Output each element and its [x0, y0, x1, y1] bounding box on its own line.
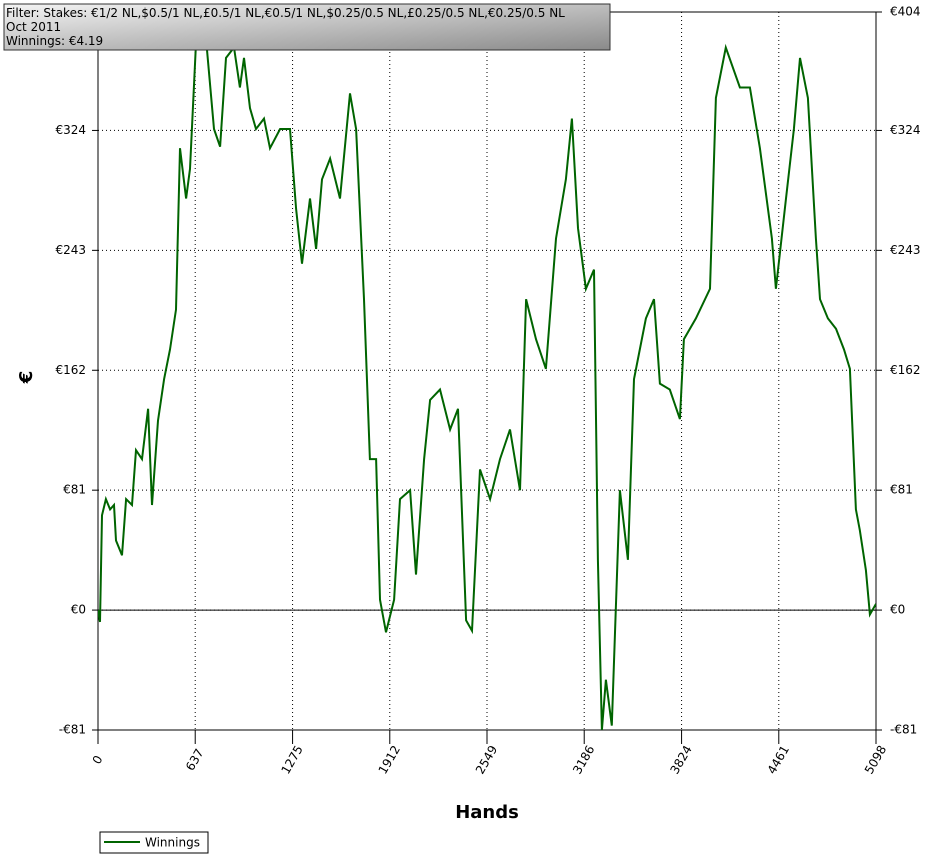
- info-line: Oct 2011: [6, 20, 61, 34]
- y-axis-label: €: [16, 371, 37, 385]
- y-tick-label: €162: [55, 363, 86, 377]
- x-tick-label: 3186: [570, 743, 597, 776]
- x-tick-label: 1275: [278, 743, 305, 776]
- y2-tick-label: €243: [890, 243, 921, 257]
- info-line: Filter: Stakes: €1/2 NL,$0.5/1 NL,£0.5/1…: [6, 6, 565, 20]
- x-tick-label: 3824: [667, 743, 694, 776]
- y-tick-label: -€81: [59, 723, 86, 737]
- legend-label: Winnings: [145, 836, 200, 850]
- x-tick-label: 637: [183, 746, 207, 773]
- info-box: [3, 3, 611, 51]
- x-tick-label: 1912: [376, 743, 403, 776]
- x-tick-label: 2549: [473, 743, 500, 776]
- y-tick-label: €243: [55, 243, 86, 257]
- winnings-line: [98, 17, 876, 730]
- y-tick-label: €0: [71, 603, 86, 617]
- plot-area: [97, 11, 877, 731]
- legend: [99, 831, 209, 854]
- y2-tick-label: €0: [890, 603, 905, 617]
- info-line: Winnings: €4.19: [6, 34, 103, 48]
- y2-tick-label: €162: [890, 363, 921, 377]
- y2-tick-label: €404: [890, 5, 921, 19]
- x-tick-label: 4461: [765, 743, 792, 776]
- y2-tick-label: €324: [890, 123, 921, 137]
- y-tick-label: €81: [63, 483, 86, 497]
- x-tick-label: 0: [90, 753, 106, 767]
- y2-tick-label: €81: [890, 483, 913, 497]
- x-tick-label: 5098: [862, 743, 889, 776]
- x-axis-label: Hands: [455, 802, 519, 823]
- y2-tick-label: -€81: [890, 723, 917, 737]
- y-tick-label: €324: [55, 123, 86, 137]
